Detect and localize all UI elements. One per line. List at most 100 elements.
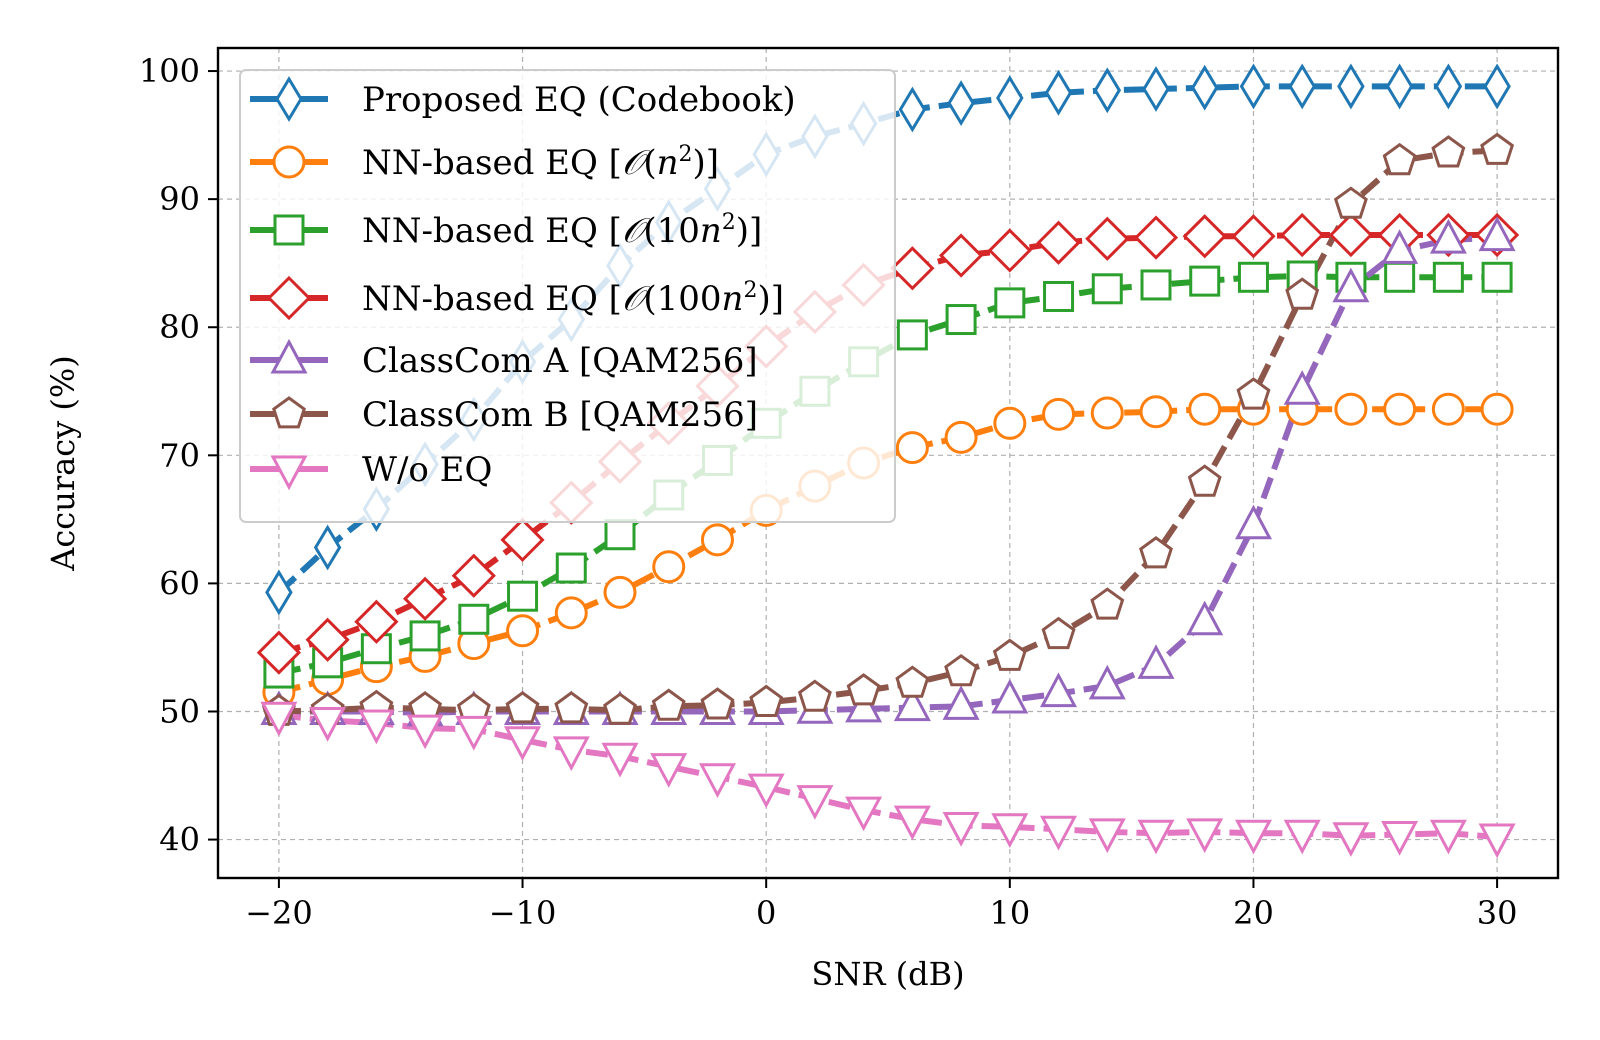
- data-point: [1432, 261, 1464, 293]
- data-point: [1381, 229, 1419, 264]
- data-point: [554, 596, 588, 630]
- x-tick-label: 0: [756, 894, 776, 932]
- data-point: [552, 736, 590, 772]
- data-point: [890, 246, 935, 291]
- data-point: [651, 688, 686, 721]
- data-point: [1431, 392, 1465, 426]
- data-point: [504, 726, 541, 761]
- data-point: [1381, 821, 1419, 856]
- data-point: [893, 805, 931, 841]
- data-point: [265, 569, 293, 616]
- data-point: [309, 707, 347, 742]
- x-tick-label: 30: [1477, 894, 1518, 932]
- data-point: [603, 575, 637, 609]
- legend-entry-6: W/o EQ: [250, 450, 492, 491]
- x-tick-label: −20: [245, 894, 313, 932]
- data-point: [1042, 397, 1076, 431]
- data-point: [455, 715, 493, 751]
- data-point: [938, 233, 984, 278]
- data-point: [1140, 269, 1172, 301]
- y-axis-label: Accuracy (%): [44, 355, 82, 571]
- data-point: [1384, 261, 1416, 293]
- data-point: [991, 813, 1029, 848]
- data-point: [555, 552, 587, 584]
- data-point: [305, 617, 350, 662]
- data-point: [1239, 63, 1268, 110]
- data-point: [1480, 132, 1515, 165]
- data-point: [699, 763, 736, 798]
- data-point: [506, 614, 540, 648]
- data-point: [1188, 392, 1222, 426]
- data-point: [1189, 265, 1221, 297]
- data-point: [451, 553, 496, 598]
- data-point: [996, 75, 1024, 121]
- data-point: [1044, 69, 1073, 116]
- data-point: [1333, 186, 1368, 219]
- data-point: [1133, 215, 1179, 260]
- data-point: [1332, 822, 1370, 857]
- plot-frame: [216, 46, 1560, 880]
- x-tick-label: −10: [489, 894, 557, 932]
- legend-label: Proposed EQ (Codebook): [362, 80, 796, 120]
- data-point: [1235, 504, 1272, 540]
- legend-label: NN-based EQ [𝒪(n2)]: [362, 142, 719, 183]
- legend-marker: [273, 214, 305, 246]
- data-point: [1235, 819, 1272, 855]
- data-point: [1090, 396, 1124, 430]
- legend-entry-1: NN-based EQ [𝒪(n2)]: [250, 142, 719, 183]
- legend-marker: [270, 338, 308, 374]
- data-point: [1231, 214, 1276, 259]
- data-point: [944, 420, 978, 454]
- data-point: [1088, 818, 1126, 854]
- data-point: [944, 653, 979, 687]
- data-point: [1186, 600, 1224, 636]
- data-point: [1139, 395, 1173, 429]
- data-point: [1190, 64, 1219, 111]
- legend-label: NN-based EQ [𝒪(100n2)]: [362, 278, 784, 319]
- legend-entry-4: ClassCom A [QAM256]: [250, 338, 758, 381]
- data-point: [947, 80, 975, 127]
- data-point: [945, 304, 977, 336]
- data-point: [700, 523, 734, 557]
- data-point: [1040, 672, 1077, 708]
- data-point: [402, 576, 448, 621]
- data-point: [893, 686, 931, 722]
- data-point: [1283, 370, 1321, 405]
- data-point: [1429, 819, 1467, 855]
- data-point: [845, 687, 883, 723]
- data-point: [700, 687, 735, 720]
- data-point: [845, 796, 883, 832]
- data-point: [409, 620, 441, 652]
- y-tick-label: 100: [139, 52, 200, 90]
- data-point: [1187, 464, 1222, 497]
- x-tick-label: 20: [1233, 894, 1274, 932]
- data-point: [1091, 273, 1123, 305]
- data-point: [1280, 212, 1325, 258]
- data-point: [1043, 280, 1075, 312]
- series-marker-group-6: [260, 701, 1516, 859]
- data-point: [604, 519, 636, 551]
- legend-entry-5: ClassCom B [QAM256]: [250, 395, 758, 435]
- data-point: [650, 753, 688, 788]
- data-point: [1085, 216, 1130, 261]
- data-point: [354, 599, 399, 644]
- data-point: [1429, 218, 1467, 254]
- data-point: [256, 630, 302, 675]
- data-point: [1480, 392, 1514, 426]
- y-tick-label: 70: [159, 436, 200, 474]
- data-point: [1478, 216, 1516, 252]
- data-point: [507, 580, 539, 612]
- x-tick-label: 10: [989, 894, 1030, 932]
- data-point: [1237, 261, 1269, 293]
- data-point: [1040, 815, 1077, 851]
- data-point: [1088, 664, 1126, 700]
- legend-box: [239, 69, 896, 523]
- data-point: [1481, 261, 1513, 293]
- data-point: [1283, 819, 1321, 855]
- legend-label: ClassCom B [QAM256]: [362, 395, 758, 435]
- data-point: [260, 701, 298, 737]
- data-point: [987, 228, 1032, 273]
- data-point: [603, 692, 637, 725]
- data-point: [1431, 135, 1466, 168]
